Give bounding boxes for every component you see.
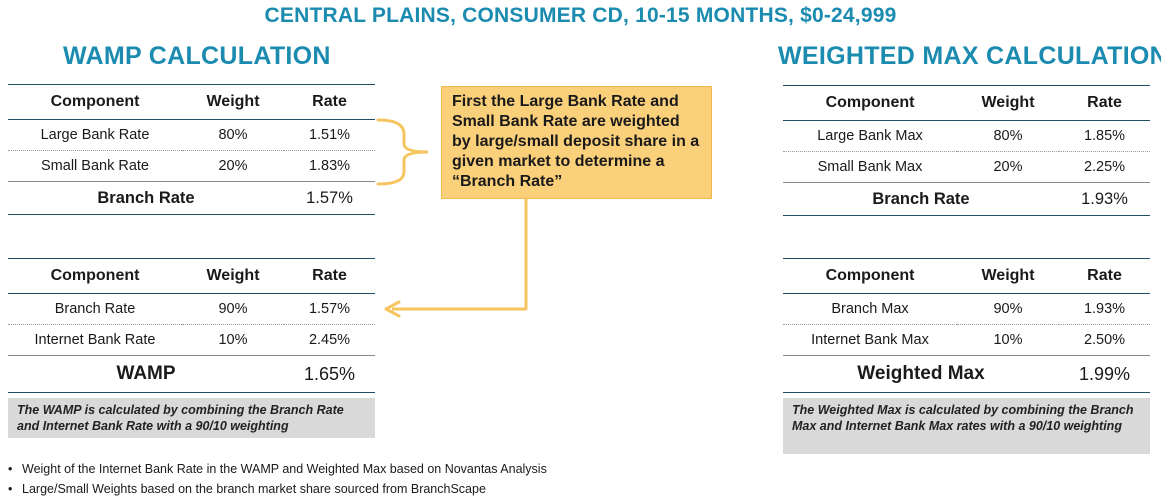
weight-cell: 80% — [182, 119, 284, 151]
weight-cell: 90% — [182, 293, 284, 325]
table-header-row: Component Weight Rate — [783, 258, 1150, 294]
table-row: Large Bank Rate 80% 1.51% — [8, 119, 375, 151]
table-row: Large Bank Max 80% 1.85% — [783, 120, 1150, 152]
curly-brace-icon — [376, 118, 429, 186]
weighted-max-branch-table: Component Weight Rate Large Bank Max 80%… — [783, 85, 1150, 216]
wamp-note: The WAMP is calculated by combining the … — [8, 398, 375, 438]
component-cell: Large Bank Max — [783, 120, 957, 152]
weight-cell: 80% — [957, 120, 1059, 152]
column-header-rate: Rate — [1059, 258, 1150, 294]
table-header-row: Component Weight Rate — [783, 85, 1150, 121]
rate-cell: 2.50% — [1083, 332, 1126, 348]
connector-line — [392, 199, 528, 311]
component-cell: Small Bank Rate — [41, 158, 149, 174]
component-cell: Internet Bank Rate — [34, 332, 156, 348]
total-value: 1.57% — [284, 181, 375, 215]
footnotes: • Weight of the Internet Bank Rate in th… — [8, 459, 547, 499]
weighted-max-final-table: Component Weight Rate Branch Max 90% 1.9… — [783, 258, 1150, 393]
weighted-max-heading: WEIGHTED MAX CALCULATION — [778, 42, 1161, 70]
component-cell: Branch Rate — [8, 293, 182, 325]
weight-cell: 10% — [993, 332, 1023, 348]
bullet-icon: • — [8, 482, 13, 496]
weight-cell: 90% — [957, 293, 1059, 325]
component-cell: Internet Bank Max — [811, 332, 929, 348]
column-header-weight: Weight — [957, 85, 1059, 121]
column-header-weight: Weight — [182, 84, 284, 120]
component-cell: Small Bank Max — [817, 159, 923, 175]
total-label: Branch Rate — [783, 182, 1059, 216]
weight-cell: 20% — [993, 159, 1023, 175]
table-row: Small Bank Rate 20% 1.83% — [8, 151, 375, 182]
table-row: Branch Max 90% 1.93% — [783, 293, 1150, 325]
total-value: 1.99% — [1059, 355, 1150, 393]
total-row: Weighted Max 1.99% — [783, 355, 1150, 393]
total-value: 1.65% — [284, 355, 375, 393]
column-header-rate: Rate — [1059, 85, 1150, 121]
wamp-branch-table: Component Weight Rate Large Bank Rate 80… — [8, 84, 375, 215]
total-label: WAMP — [8, 355, 284, 393]
weight-cell: 10% — [218, 332, 248, 348]
total-row: Branch Rate 1.57% — [8, 181, 375, 215]
rate-cell: 2.25% — [1083, 159, 1126, 175]
footnote-text: Large/Small Weights based on the branch … — [22, 482, 486, 496]
total-row: Branch Rate 1.93% — [783, 182, 1150, 216]
rate-cell: 1.93% — [1059, 293, 1150, 325]
rate-cell: 1.51% — [284, 119, 375, 151]
column-header-component: Component — [783, 85, 957, 121]
column-header-rate: Rate — [284, 84, 375, 120]
column-header-weight: Weight — [957, 258, 1059, 294]
wamp-final-table: Component Weight Rate Branch Rate 90% 1.… — [8, 258, 375, 393]
total-value: 1.93% — [1059, 182, 1150, 216]
table-row: Internet Bank Rate 10% 2.45% — [8, 325, 375, 356]
total-label: Weighted Max — [783, 355, 1059, 393]
total-label: Branch Rate — [8, 181, 284, 215]
component-cell: Branch Max — [783, 293, 957, 325]
weight-cell: 20% — [218, 158, 248, 174]
table-row: Branch Rate 90% 1.57% — [8, 293, 375, 325]
callout-box: First the Large Bank Rate and Small Bank… — [441, 86, 712, 199]
arrow-left-icon — [384, 300, 401, 318]
total-row: WAMP 1.65% — [8, 355, 375, 393]
weighted-max-note: The Weighted Max is calculated by combin… — [783, 398, 1150, 454]
table-row: Small Bank Max 20% 2.25% — [783, 152, 1150, 183]
footnote-item: • Weight of the Internet Bank Rate in th… — [8, 459, 547, 479]
column-header-rate: Rate — [284, 258, 375, 294]
table-header-row: Component Weight Rate — [8, 84, 375, 120]
column-header-component: Component — [783, 258, 957, 294]
column-header-weight: Weight — [182, 258, 284, 294]
table-row: Internet Bank Max 10% 2.50% — [783, 325, 1150, 356]
column-header-component: Component — [8, 84, 182, 120]
rate-cell: 1.85% — [1059, 120, 1150, 152]
footnote-text: Weight of the Internet Bank Rate in the … — [22, 462, 547, 476]
table-header-row: Component Weight Rate — [8, 258, 375, 294]
column-header-component: Component — [8, 258, 182, 294]
component-cell: Large Bank Rate — [8, 119, 182, 151]
wamp-heading: WAMP CALCULATION — [63, 42, 331, 70]
page-title: CENTRAL PLAINS, CONSUMER CD, 10-15 MONTH… — [264, 4, 897, 27]
bullet-icon: • — [8, 462, 13, 476]
rate-cell: 1.57% — [284, 293, 375, 325]
rate-cell: 2.45% — [308, 332, 351, 348]
rate-cell: 1.83% — [308, 158, 351, 174]
footnote-item: • Large/Small Weights based on the branc… — [8, 479, 547, 499]
